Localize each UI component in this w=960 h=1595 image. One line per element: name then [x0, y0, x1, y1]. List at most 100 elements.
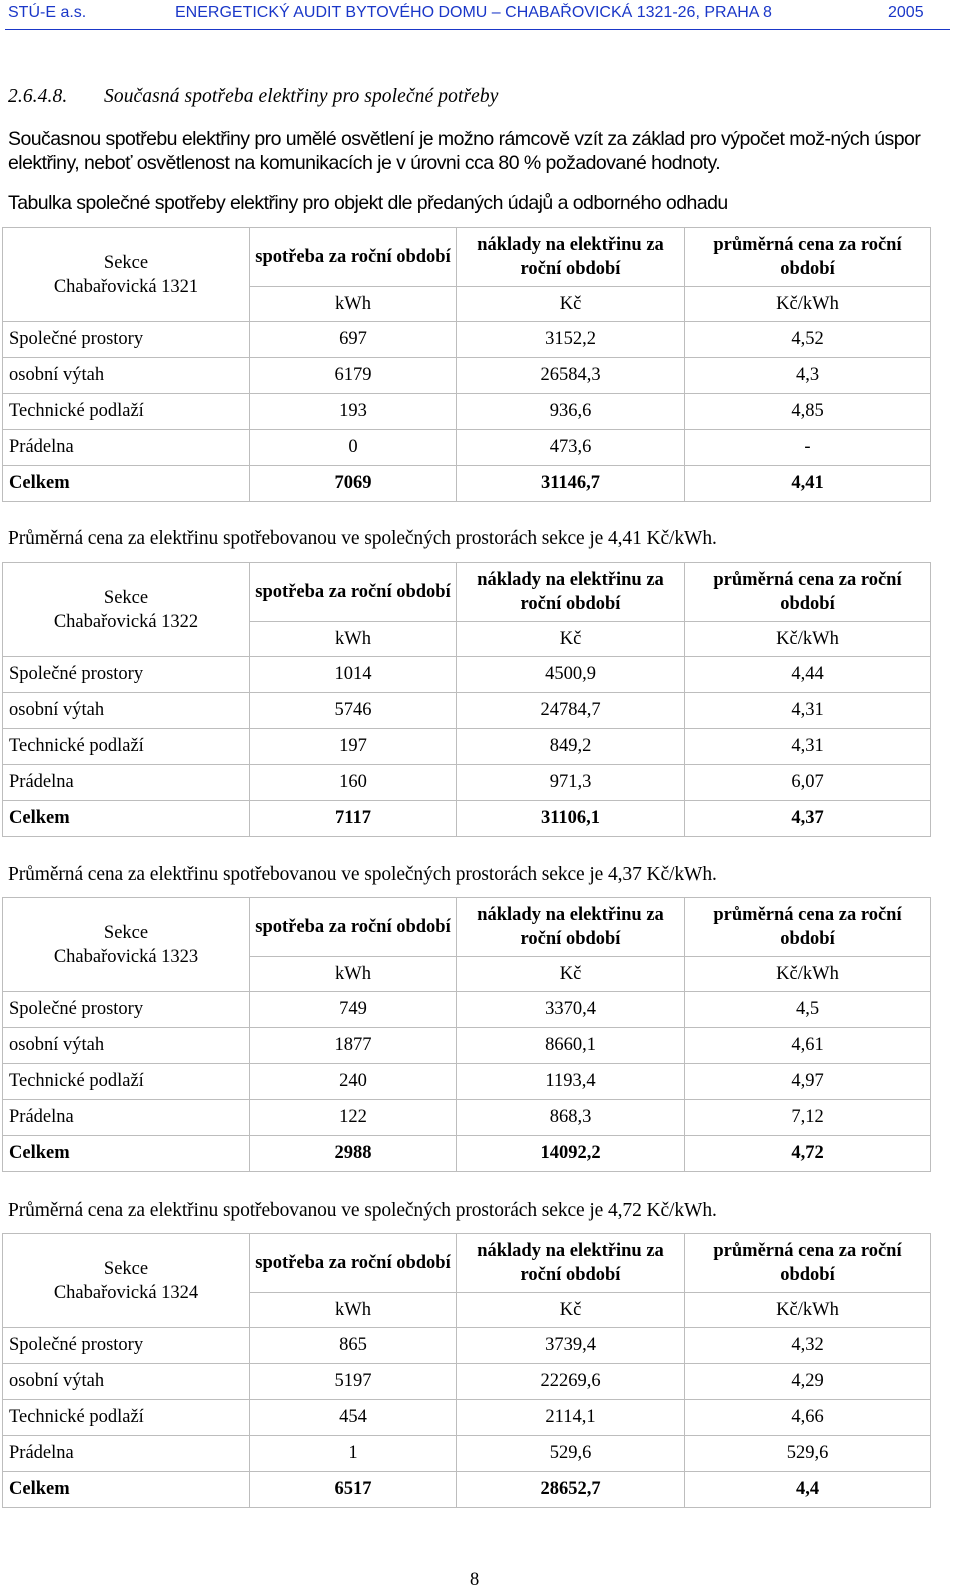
row-label: Společné prostory	[2, 321, 250, 358]
row-label: Společné prostory	[2, 991, 250, 1028]
row-kwh: 0	[249, 429, 457, 466]
row-label: osobní výtah	[2, 357, 250, 394]
row-kwh: 1	[249, 1435, 457, 1472]
total-kwh: 7069	[249, 465, 457, 502]
total-price: 4,72	[684, 1135, 931, 1172]
row-label: Společné prostory	[2, 1327, 250, 1364]
unit-price: Kč/kWh	[684, 286, 931, 322]
row-label: osobní výtah	[2, 1363, 250, 1400]
total-price: 4,41	[684, 465, 931, 502]
table-row: osobní výtah 6179 26584,3 4,3	[2, 357, 931, 394]
unit-price: Kč/kWh	[684, 621, 931, 657]
table-row: Prádelna 0 473,6 -	[2, 429, 931, 466]
col-header-costs: náklady na elektřinu za roční období	[456, 227, 685, 287]
row-cost: 849,2	[456, 728, 685, 765]
col-header-avg-price: průměrná cena za roční období	[684, 1233, 931, 1293]
row-label: Prádelna	[2, 429, 250, 466]
header-company: STÚ-E a.s.	[8, 4, 87, 21]
unit-consumption: kWh	[249, 286, 457, 322]
row-cost: 3370,4	[456, 991, 685, 1028]
col-header-avg-price: průměrná cena za roční období	[684, 562, 931, 622]
row-label: Společné prostory	[2, 656, 250, 693]
row-cost: 529,6	[456, 1435, 685, 1472]
row-price: 6,07	[684, 764, 931, 801]
row-kwh: 160	[249, 764, 457, 801]
total-label: Celkem	[2, 1471, 250, 1508]
page-number: 8	[470, 1570, 480, 1590]
total-cost: 31106,1	[456, 800, 685, 837]
row-label: osobní výtah	[2, 692, 250, 729]
row-price: 4,3	[684, 357, 931, 394]
page-header: STÚ-E a.s. ENERGETICKÝ AUDIT BYTOVÉHO DO…	[0, 0, 960, 30]
energy-table-1324: Sekce Chabařovická 1324 spotřeba za ročn…	[2, 1233, 931, 1508]
intro-paragraph: Současnou spotřebu elektřiny pro umělé o…	[8, 128, 921, 174]
row-price: 4,31	[684, 728, 931, 765]
section-name: Chabařovická 1323	[53, 946, 199, 967]
row-kwh: 193	[249, 393, 457, 430]
row-cost: 8660,1	[456, 1027, 685, 1064]
row-kwh: 5746	[249, 692, 457, 729]
table-intro-paragraph: Tabulka společné spotřeby elektřiny pro …	[8, 192, 728, 214]
col-header-costs: náklady na elektřinu za roční období	[456, 562, 685, 622]
section-cell: Sekce Chabařovická 1323	[2, 897, 250, 992]
table-row: Technické podlaží 197 849,2 4,31	[2, 728, 931, 765]
total-cost: 31146,7	[456, 465, 685, 502]
row-cost: 1193,4	[456, 1063, 685, 1100]
total-row: Celkem 6517 28652,7 4,4	[2, 1471, 931, 1508]
row-kwh: 5197	[249, 1363, 457, 1400]
row-label: Technické podlaží	[2, 1399, 250, 1436]
total-label: Celkem	[2, 1135, 250, 1172]
row-kwh: 454	[249, 1399, 457, 1436]
unit-costs: Kč	[456, 621, 685, 657]
total-row: Celkem 7069 31146,7 4,41	[2, 465, 931, 502]
total-cost: 14092,2	[456, 1135, 685, 1172]
section-cell: Sekce Chabařovická 1324	[2, 1233, 250, 1328]
section-label: Sekce	[103, 252, 149, 273]
col-header-consumption: spotřeba za roční období	[249, 897, 457, 957]
total-row: Celkem 2988 14092,2 4,72	[2, 1135, 931, 1172]
avg-price-note: Průměrná cena za elektřinu spotřebovanou…	[8, 1200, 717, 1221]
unit-consumption: kWh	[249, 956, 457, 992]
col-header-costs: náklady na elektřinu za roční období	[456, 897, 685, 957]
row-label: Technické podlaží	[2, 393, 250, 430]
total-label: Celkem	[2, 800, 250, 837]
avg-price-note: Průměrná cena za elektřinu spotřebovanou…	[8, 864, 717, 885]
row-cost: 4500,9	[456, 656, 685, 693]
avg-price-note: Průměrná cena za elektřinu spotřebovanou…	[8, 528, 717, 549]
row-label: Prádelna	[2, 1099, 250, 1136]
table-row: Prádelna 122 868,3 7,12	[2, 1099, 931, 1136]
total-kwh: 2988	[249, 1135, 457, 1172]
section-name: Chabařovická 1321	[53, 276, 199, 297]
row-price: 4,61	[684, 1027, 931, 1064]
row-price: 4,52	[684, 321, 931, 358]
row-cost: 2114,1	[456, 1399, 685, 1436]
table-row: Společné prostory 865 3739,4 4,32	[2, 1327, 931, 1364]
table-row: Společné prostory 697 3152,2 4,52	[2, 321, 931, 358]
section-cell: Sekce Chabařovická 1321	[2, 227, 250, 322]
section-number: 2.6.4.8.	[8, 86, 68, 107]
table-row: Technické podlaží 240 1193,4 4,97	[2, 1063, 931, 1100]
row-kwh: 122	[249, 1099, 457, 1136]
table-row: Technické podlaží 193 936,6 4,85	[2, 393, 931, 430]
section-label: Sekce	[103, 922, 149, 943]
row-price: 7,12	[684, 1099, 931, 1136]
table-row: osobní výtah 5746 24784,7 4,31	[2, 692, 931, 729]
section-name: Chabařovická 1322	[53, 611, 199, 632]
total-price: 4,37	[684, 800, 931, 837]
header-rule	[5, 29, 950, 30]
row-price: 4,31	[684, 692, 931, 729]
row-label: osobní výtah	[2, 1027, 250, 1064]
table-row: osobní výtah 5197 22269,6 4,29	[2, 1363, 931, 1400]
row-kwh: 749	[249, 991, 457, 1028]
table-row: Prádelna 1 529,6 529,6	[2, 1435, 931, 1472]
energy-table-1322: Sekce Chabařovická 1322 spotřeba za ročn…	[2, 562, 931, 837]
col-header-avg-price: průměrná cena za roční období	[684, 897, 931, 957]
unit-costs: Kč	[456, 286, 685, 322]
row-price: 529,6	[684, 1435, 931, 1472]
col-header-avg-price: průměrná cena za roční období	[684, 227, 931, 287]
row-cost: 868,3	[456, 1099, 685, 1136]
total-kwh: 6517	[249, 1471, 457, 1508]
col-header-consumption: spotřeba za roční období	[249, 1233, 457, 1293]
unit-costs: Kč	[456, 956, 685, 992]
row-kwh: 1014	[249, 656, 457, 693]
